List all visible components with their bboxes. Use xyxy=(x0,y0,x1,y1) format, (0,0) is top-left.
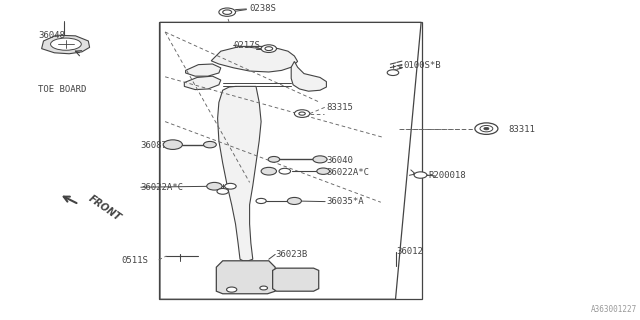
Text: 36022A*C: 36022A*C xyxy=(141,183,184,192)
Polygon shape xyxy=(186,64,221,76)
Text: 0238S: 0238S xyxy=(250,4,276,13)
Circle shape xyxy=(225,183,236,189)
Circle shape xyxy=(227,287,237,292)
Ellipse shape xyxy=(51,38,81,50)
Circle shape xyxy=(261,167,276,175)
Circle shape xyxy=(265,47,273,51)
Circle shape xyxy=(287,197,301,204)
Text: A363001227: A363001227 xyxy=(591,305,637,314)
Polygon shape xyxy=(211,46,298,72)
Text: R200018: R200018 xyxy=(429,171,467,180)
Text: TOE BOARD: TOE BOARD xyxy=(38,85,87,94)
Polygon shape xyxy=(159,22,422,299)
Text: 36087: 36087 xyxy=(141,141,168,150)
Circle shape xyxy=(256,198,266,204)
Circle shape xyxy=(204,141,216,148)
Polygon shape xyxy=(160,22,421,299)
Text: 36040: 36040 xyxy=(326,156,353,164)
Circle shape xyxy=(414,172,427,178)
Circle shape xyxy=(260,286,268,290)
Text: 0511S: 0511S xyxy=(122,256,148,265)
Text: 83311: 83311 xyxy=(509,125,536,134)
Circle shape xyxy=(313,156,327,163)
Circle shape xyxy=(219,8,236,16)
Circle shape xyxy=(484,127,489,130)
Text: 36012: 36012 xyxy=(397,247,424,256)
Circle shape xyxy=(268,156,280,162)
Circle shape xyxy=(294,110,310,117)
Circle shape xyxy=(279,168,291,174)
Text: 0217S: 0217S xyxy=(234,41,260,50)
Circle shape xyxy=(480,125,493,132)
Text: 36035*A: 36035*A xyxy=(326,197,364,206)
Text: FRONT: FRONT xyxy=(86,194,122,223)
Polygon shape xyxy=(291,61,326,91)
Circle shape xyxy=(223,10,232,14)
Text: 36022A*C: 36022A*C xyxy=(326,168,369,177)
Circle shape xyxy=(475,123,498,134)
Text: 36048: 36048 xyxy=(38,31,65,40)
Circle shape xyxy=(261,45,276,52)
Circle shape xyxy=(163,140,182,149)
Circle shape xyxy=(217,188,228,194)
Circle shape xyxy=(207,182,222,190)
Polygon shape xyxy=(184,76,221,90)
Text: 0100S*B: 0100S*B xyxy=(403,61,441,70)
Polygon shape xyxy=(216,261,275,294)
Circle shape xyxy=(387,70,399,76)
Circle shape xyxy=(299,112,305,115)
Text: 83315: 83315 xyxy=(326,103,353,112)
Polygon shape xyxy=(218,86,261,261)
Polygon shape xyxy=(42,35,90,54)
Circle shape xyxy=(317,168,330,174)
Text: 36023B: 36023B xyxy=(275,250,307,259)
Polygon shape xyxy=(273,268,319,291)
